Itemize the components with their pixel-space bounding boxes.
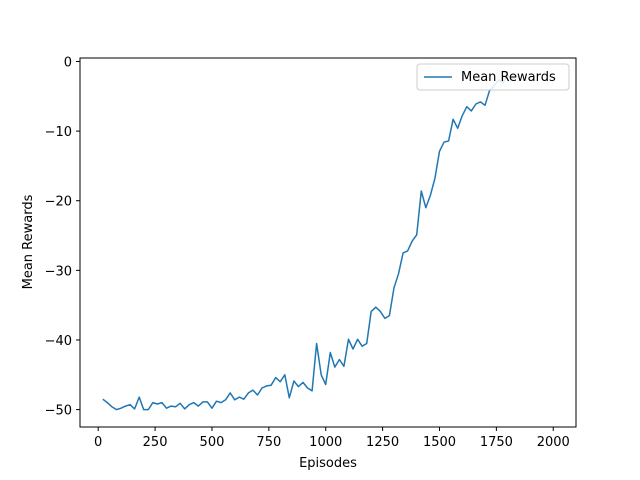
x-tick-label: 2000 — [537, 435, 570, 450]
series-line-mean-rewards — [102, 74, 518, 411]
y-tick-label: −40 — [45, 334, 72, 349]
x-tick-label: 750 — [256, 435, 281, 450]
legend-label: Mean Rewards — [461, 70, 556, 85]
x-tick-label: 1750 — [480, 435, 513, 450]
plot-frame — [79, 57, 577, 428]
y-tick-label: −30 — [45, 264, 72, 279]
x-axis-ticks: 0 250 500 750 1000 1250 1500 1750 2000 — [94, 427, 570, 450]
legend: Mean Rewards — [416, 63, 570, 91]
x-tick-label: 1250 — [366, 435, 399, 450]
y-tick-label: −10 — [45, 125, 72, 140]
y-axis-label: Mean Rewards — [21, 194, 36, 289]
y-tick-label: 0 — [64, 55, 72, 70]
x-tick-label: 500 — [200, 435, 225, 450]
legend-box — [416, 63, 570, 91]
x-tick-label: 250 — [143, 435, 168, 450]
x-tick-label: 1000 — [309, 435, 342, 450]
x-tick-label: 1500 — [423, 435, 456, 450]
x-tick-label: 0 — [94, 435, 102, 450]
x-axis-label: Episodes — [299, 456, 357, 471]
y-axis-ticks: 0 −10 −20 −30 −40 −50 — [45, 55, 80, 419]
y-tick-label: −20 — [45, 195, 72, 210]
y-tick-label: −50 — [45, 404, 72, 419]
